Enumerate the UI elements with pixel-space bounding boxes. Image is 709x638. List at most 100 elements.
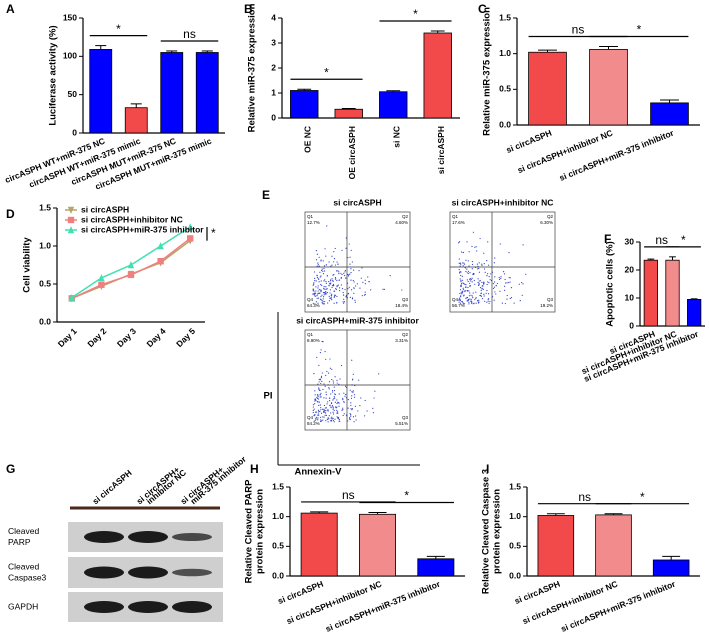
event-dot [333, 258, 336, 260]
event-dot [519, 300, 521, 302]
event-dot [472, 297, 474, 299]
event-dot [321, 269, 323, 272]
panel-label: H [250, 462, 259, 476]
event-dot [350, 413, 352, 416]
event-dot [483, 268, 486, 270]
event-dot [325, 358, 327, 360]
event-dot [477, 278, 479, 280]
event-dot [332, 413, 335, 415]
event-dot [463, 263, 466, 265]
x-tick-label: si circASPH [276, 579, 324, 606]
event-dot [313, 271, 316, 273]
event-dot [328, 387, 330, 389]
event-dot [333, 290, 336, 292]
event-dot [314, 399, 316, 401]
significance-label: ns [183, 27, 196, 41]
event-dot [463, 294, 465, 296]
event-dot [465, 270, 467, 273]
event-dot [478, 267, 480, 269]
event-dot [322, 287, 325, 289]
panel-label: E [262, 188, 270, 202]
event-dot [337, 270, 339, 272]
event-dot [490, 273, 492, 275]
event-dot [462, 288, 465, 290]
error-bar [426, 555, 445, 559]
event-dot [340, 276, 342, 279]
event-dot [331, 418, 333, 420]
event-dot [461, 301, 464, 303]
significance-label: * [413, 7, 418, 21]
event-dot [499, 243, 501, 245]
event-dot [326, 225, 328, 227]
event-dot [467, 290, 469, 292]
event-dot [468, 265, 470, 267]
lane-label: si circASPH [90, 468, 133, 507]
event-dot [472, 231, 474, 233]
y-tick-label: 1 [271, 87, 276, 97]
event-dot [319, 271, 321, 273]
event-dot [487, 241, 489, 243]
event-dot [331, 255, 333, 257]
event-dot [325, 374, 327, 377]
event-dot [330, 412, 332, 414]
y-tick-label: 0.0 [39, 316, 51, 326]
quadrant-value: 84.2% [307, 421, 320, 426]
event-dot [333, 295, 336, 297]
event-dot [323, 303, 325, 305]
event-dot [314, 292, 317, 294]
event-dot [374, 390, 376, 392]
event-dot [488, 281, 490, 284]
event-dot [344, 395, 346, 397]
event-dot [319, 378, 321, 380]
event-dot [326, 370, 328, 373]
error-bar [297, 88, 312, 91]
event-dot [351, 297, 354, 299]
error-bar [599, 46, 618, 50]
event-dot [469, 272, 471, 274]
event-dot [482, 288, 484, 290]
event-dot [337, 263, 339, 265]
event-dot [317, 412, 320, 414]
event-dot [315, 411, 318, 413]
event-dot [372, 412, 375, 414]
event-dot [361, 267, 363, 269]
blot-band [128, 566, 168, 579]
event-dot [323, 288, 325, 290]
event-dot [487, 264, 490, 266]
x-tick-label: si circASPH+miR-375 inhibitor [558, 127, 676, 182]
event-dot [323, 404, 326, 407]
event-dot [320, 382, 322, 385]
event-dot [481, 287, 483, 289]
plot-title: si circASPH [333, 197, 381, 207]
event-dot [334, 277, 337, 279]
event-dot [331, 389, 334, 392]
x-tick-label: Day 4 [144, 326, 167, 349]
event-dot [347, 256, 349, 259]
event-dot [318, 378, 320, 381]
event-dot [459, 262, 461, 264]
y-axis-label: Cell viability [22, 237, 33, 293]
event-dot [315, 259, 318, 261]
x-tick-label: OE NC [303, 126, 313, 153]
event-dot [318, 404, 320, 406]
event-dot [316, 295, 318, 297]
event-dot [347, 275, 349, 277]
event-dot [348, 274, 350, 276]
event-dot [329, 405, 331, 407]
y-tick-label: 0.0 [499, 119, 511, 129]
event-dot [313, 290, 315, 292]
event-dot [318, 387, 320, 389]
event-dot [478, 284, 480, 286]
event-dot [316, 418, 318, 420]
event-dot [508, 277, 510, 279]
event-dot [312, 289, 314, 291]
event-dot [461, 279, 464, 281]
y-tick-label: 0.5 [272, 541, 284, 551]
event-dot [343, 413, 345, 415]
event-dot [331, 278, 333, 280]
event-dot [315, 411, 317, 413]
quadrant-name: Q4 [452, 297, 459, 302]
event-dot [329, 400, 331, 402]
event-dot [344, 271, 346, 273]
event-dot [470, 294, 472, 296]
